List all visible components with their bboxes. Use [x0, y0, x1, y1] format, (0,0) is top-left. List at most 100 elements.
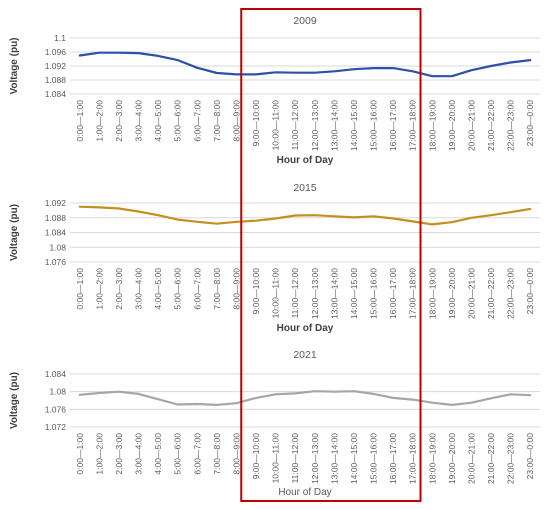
x-tick-label: 7:00—8:00 [212, 100, 222, 142]
y-tick-label: 1.088 [45, 213, 67, 223]
x-tick-label: 11:00—12:00 [290, 100, 300, 151]
x-tick-label: 9:00—10:00 [251, 268, 261, 315]
x-tick-label: 6:00—7:00 [192, 268, 202, 310]
x-axis-label: Hour of Day [277, 323, 334, 334]
x-tick-label: 17:00—18:00 [408, 268, 418, 319]
chart-panel-2009: 1.084 1.088 1.092 1.096 1.1 0:00—1:00 1:00—2:0… [9, 15, 540, 166]
highlight-box-9-to-18 [240, 8, 422, 502]
x-tick-label: 7:00—8:00 [212, 433, 222, 475]
chart-panel-2021: 1.072 1.076 1.08 1.084 0:00—1:00 1:00—2:00 2:0… [9, 349, 540, 498]
x-tick-label: 13:00—14:00 [329, 268, 339, 319]
y-tick-label: 1.08 [49, 387, 66, 397]
series-line [78, 205, 532, 226]
x-tick-label: 1:00—2:00 [94, 100, 104, 142]
x-tick-label: 15:00—16:00 [369, 433, 379, 484]
x-tick-label: 9:00—10:00 [251, 100, 261, 147]
x-tick-label: 12:00—13:00 [310, 433, 320, 484]
x-tick-label: 4:00—5:00 [153, 100, 163, 142]
x-tick-label: 10:00—11:00 [271, 100, 281, 151]
x-axis-label: Hour of Day [278, 487, 331, 498]
x-tick-label: 0:00—1:00 [75, 433, 85, 475]
x-tick-label: 3:00—4:00 [134, 268, 144, 310]
x-tick-label: 22:00—23:00 [506, 268, 516, 319]
x-tick-label: 23:00—0:00 [525, 433, 535, 480]
x-tick-label: 13:00—14:00 [329, 100, 339, 151]
x-tick-label: 22:00—23:00 [506, 433, 516, 484]
x-tick-label: 1:00—2:00 [94, 268, 104, 310]
x-tick-label: 17:00—18:00 [408, 433, 418, 484]
x-tick-label: 13:00—14:00 [329, 433, 339, 484]
x-tick-label: 14:00—15:00 [349, 433, 359, 484]
x-axis-label: Hour of Day [277, 155, 334, 166]
x-tick-label: 1:00—2:00 [94, 433, 104, 475]
series-line [78, 51, 532, 78]
chart-title: 2021 [293, 349, 317, 361]
x-tick-label: 15:00—16:00 [369, 268, 379, 319]
x-tick-label: 7:00—8:00 [212, 268, 222, 310]
y-axis-label: Voltage (pu) [9, 37, 20, 94]
x-tick-label: 10:00—11:00 [271, 433, 281, 484]
x-tick-label: 19:00—20:00 [447, 100, 457, 151]
x-tick-label: 20:00—21:00 [466, 268, 476, 319]
x-tick-label: 2:00—3:00 [114, 433, 124, 475]
x-tick-label: 17:00—18:00 [408, 100, 418, 151]
x-tick-label: 22:00—23:00 [506, 100, 516, 151]
x-tick-label: 11:00—12:00 [290, 433, 300, 484]
x-tick-label: 6:00—7:00 [192, 433, 202, 475]
y-tick-label: 1.084 [45, 369, 67, 379]
x-tick-label: 4:00—5:00 [153, 268, 163, 310]
x-tick-label: 12:00—13:00 [310, 100, 320, 151]
x-tick-label: 3:00—4:00 [134, 100, 144, 142]
y-tick-label: 1.1 [54, 33, 66, 43]
chart-title: 2015 [293, 182, 317, 194]
x-tick-label: 8:00—9:00 [231, 268, 241, 310]
x-tick-label: 20:00—21:00 [466, 433, 476, 484]
x-tick-label: 11:00—12:00 [290, 268, 300, 319]
y-axis-label: Voltage (pu) [9, 204, 20, 261]
x-tick-label: 18:00—19:00 [427, 100, 437, 151]
y-tick-label: 1.096 [45, 47, 67, 57]
y-tick-label: 1.084 [45, 89, 67, 99]
x-tick-label: 18:00—19:00 [427, 268, 437, 319]
y-axis-label: Voltage (pu) [9, 372, 20, 429]
x-tick-label: 8:00—9:00 [231, 433, 241, 475]
y-tick-label: 1.072 [45, 422, 67, 432]
y-tick-label: 1.084 [45, 228, 67, 238]
x-tick-label: 6:00—7:00 [192, 100, 202, 142]
x-tick-label: 19:00—20:00 [447, 268, 457, 319]
chart-panel-2015: 1.076 1.08 1.084 1.088 1.092 0:00—1:00 1:00—2:… [9, 182, 540, 334]
series-line [78, 390, 532, 406]
x-tick-label: 18:00—19:00 [427, 433, 437, 484]
x-tick-label: 2:00—3:00 [114, 268, 124, 310]
x-tick-label: 5:00—6:00 [173, 268, 183, 310]
y-tick-label: 1.088 [45, 75, 67, 85]
x-tick-label: 3:00—4:00 [134, 433, 144, 475]
x-tick-label: 20:00—21:00 [466, 100, 476, 151]
x-tick-label: 21:00—22:00 [486, 433, 496, 484]
x-tick-label: 21:00—22:00 [486, 268, 496, 319]
x-tick-label: 21:00—22:00 [486, 100, 496, 151]
y-tick-label: 1.092 [45, 198, 67, 208]
x-tick-label: 5:00—6:00 [173, 100, 183, 142]
x-tick-label: 9:00—10:00 [251, 433, 261, 480]
y-tick-label: 1.076 [45, 257, 67, 267]
y-tick-label: 1.08 [49, 242, 66, 252]
x-tick-label: 10:00—11:00 [271, 268, 281, 319]
x-tick-label: 16:00—17:00 [388, 433, 398, 484]
x-tick-label: 15:00—16:00 [369, 100, 379, 151]
x-tick-label: 12:00—13:00 [310, 268, 320, 319]
x-tick-label: 0:00—1:00 [75, 100, 85, 142]
x-tick-label: 5:00—6:00 [173, 433, 183, 475]
x-tick-label: 16:00—17:00 [388, 100, 398, 151]
x-tick-label: 14:00—15:00 [349, 100, 359, 151]
x-tick-label: 23:00—0:00 [525, 268, 535, 315]
chart-title: 2009 [293, 15, 317, 27]
x-tick-label: 19:00—20:00 [447, 433, 457, 484]
x-tick-label: 16:00—17:00 [388, 268, 398, 319]
x-tick-label: 8:00—9:00 [231, 100, 241, 142]
y-tick-label: 1.076 [45, 404, 67, 414]
x-tick-label: 4:00—5:00 [153, 433, 163, 475]
x-tick-label: 2:00—3:00 [114, 100, 124, 142]
y-tick-label: 1.092 [45, 61, 67, 71]
